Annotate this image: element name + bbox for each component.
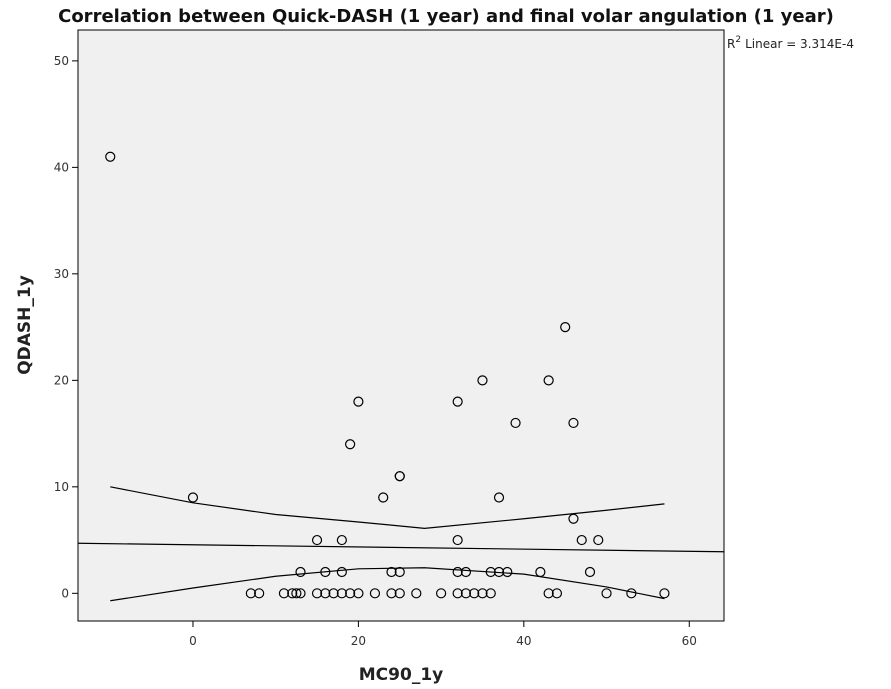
point: [320, 588, 331, 599]
point: [469, 588, 480, 599]
plot-area: [77, 29, 725, 622]
point: [436, 588, 447, 599]
chart-title: Correlation between Quick-DASH (1 year) …: [58, 6, 834, 27]
point: [394, 588, 405, 599]
point: [378, 492, 389, 503]
point: [311, 588, 323, 599]
point: [345, 588, 356, 599]
point: [254, 588, 265, 599]
y-tick-label: 30: [54, 267, 69, 281]
point: [245, 588, 256, 599]
point: [452, 588, 463, 599]
point: [601, 588, 612, 599]
point: [460, 566, 472, 578]
point: [659, 588, 670, 599]
point: [311, 534, 323, 546]
annotation-sup: 2: [735, 35, 741, 45]
point: [477, 588, 488, 599]
ci-lower: [110, 567, 665, 602]
point: [452, 534, 463, 546]
point: [477, 375, 488, 386]
point: [593, 534, 604, 546]
y-tick-label: 50: [54, 54, 69, 68]
point: [568, 513, 579, 524]
ci-upper: [110, 486, 665, 529]
y-tick-label: 20: [54, 373, 69, 387]
point: [105, 151, 116, 162]
point: [394, 471, 405, 482]
y-tick-label: 40: [54, 160, 69, 174]
point: [485, 588, 496, 599]
point: [394, 566, 405, 578]
point: [510, 417, 521, 429]
point: [543, 375, 554, 386]
point: [493, 566, 505, 578]
point: [295, 566, 306, 578]
annotation: R2 Linear = 3.314E-4: [727, 35, 854, 51]
point: [353, 588, 364, 599]
point: [369, 588, 381, 599]
point: [328, 588, 339, 599]
point: [560, 321, 571, 333]
point: [452, 396, 463, 407]
point: [295, 588, 306, 599]
y-axis-label: QDASH_1y: [15, 275, 35, 375]
x-tick-label: 0: [189, 634, 197, 648]
y-tick-label: 0: [61, 586, 69, 600]
x-axis-label: MC90_1y: [359, 665, 443, 685]
fit-line: [77, 542, 725, 553]
point: [345, 439, 356, 450]
point: [291, 588, 302, 599]
point: [460, 588, 472, 599]
point: [336, 534, 347, 546]
point: [626, 588, 637, 599]
annotation-text: Linear = 3.314E-4: [745, 37, 854, 51]
point: [278, 588, 290, 599]
y-tick-label: 10: [54, 480, 69, 494]
point: [353, 396, 364, 407]
point: [584, 566, 596, 578]
x-tick-label: 40: [516, 634, 531, 648]
point: [336, 588, 347, 599]
point: [502, 566, 513, 578]
point: [452, 566, 463, 578]
annotation-base: R: [727, 37, 735, 51]
point: [485, 566, 496, 578]
point: [576, 534, 587, 546]
point: [187, 492, 199, 503]
point: [287, 588, 298, 599]
point: [568, 417, 579, 429]
point: [543, 588, 554, 599]
x-tick-label: 60: [682, 634, 697, 648]
point: [493, 492, 505, 503]
point: [551, 588, 563, 599]
point: [411, 588, 422, 599]
point: [386, 588, 397, 599]
point: [320, 566, 331, 578]
point: [535, 566, 546, 578]
point: [336, 566, 347, 578]
point: [386, 566, 397, 578]
x-tick-label: 20: [351, 634, 366, 648]
